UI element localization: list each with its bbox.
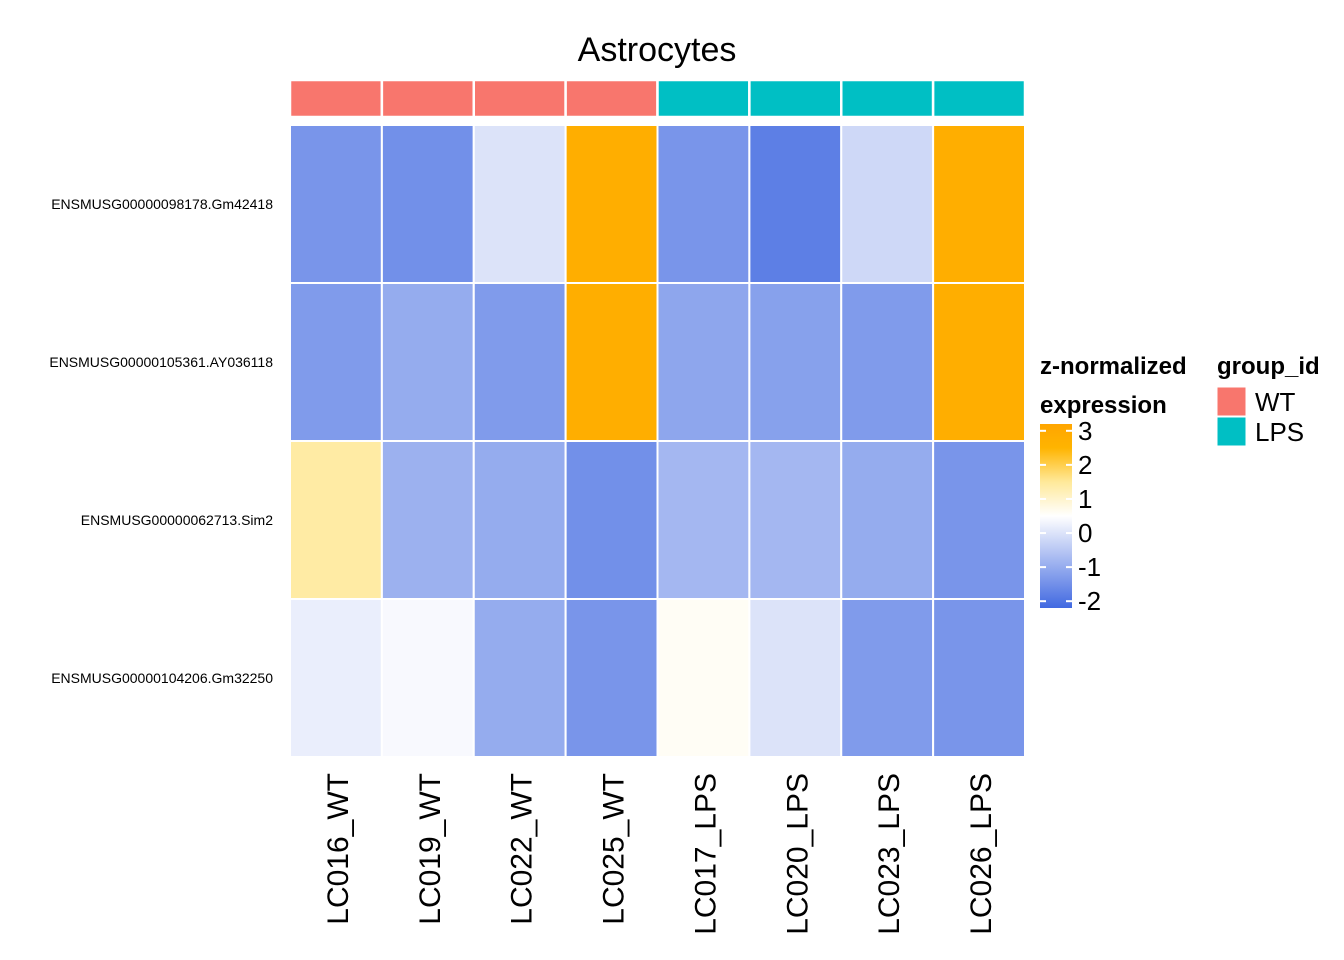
group-annotation-bar <box>288 78 1027 119</box>
z-legend-colorbar <box>1040 424 1072 608</box>
heatmap-cell <box>748 598 843 758</box>
group-legend-label: WT <box>1255 387 1296 417</box>
heatmap-cell <box>380 598 475 758</box>
heatmap-cell <box>380 124 475 284</box>
group-annotation-cell <box>840 78 935 119</box>
heatmap-cell <box>564 124 659 284</box>
row-labels: ENSMUSG00000098178.Gm42418 ENSMUSG0000010… <box>49 196 273 686</box>
heatmap-cell <box>656 598 751 758</box>
z-legend-tick-label: -2 <box>1078 586 1101 616</box>
heatmap-cell <box>472 440 567 600</box>
group-annotation-cell <box>748 78 843 119</box>
row-label: ENSMUSG00000105361.AY036118 <box>49 354 273 370</box>
heatmap-cell <box>472 282 567 442</box>
heatmap-cell <box>840 440 935 600</box>
heatmap-cell <box>840 282 935 442</box>
group-annotation-cell <box>564 78 659 119</box>
column-label: LC023_LPS <box>873 773 906 935</box>
heatmap-cell <box>748 440 843 600</box>
z-legend-title-line1: z-normalized <box>1040 353 1187 380</box>
group-annotation-cell <box>288 78 384 119</box>
heatmap-cell <box>380 440 475 600</box>
heatmap-cell <box>564 282 659 442</box>
row-label: ENSMUSG00000098178.Gm42418 <box>51 196 273 212</box>
heatmap-cell <box>472 124 567 284</box>
column-labels: LC016_WT LC019_WT LC022_WT LC025_WT LC017_LP… <box>322 773 998 935</box>
z-score-legend: z-normalized expression 3 2 1 0 -1 -2 <box>1040 353 1187 616</box>
heatmap-cell <box>748 124 843 284</box>
heatmap-cell <box>289 598 383 758</box>
column-label: LC020_LPS <box>781 773 814 935</box>
group-legend-swatch <box>1216 416 1247 447</box>
group-annotation-cell <box>931 78 1027 119</box>
group-annotation-cell <box>380 78 475 119</box>
heatmap-cell <box>748 282 843 442</box>
z-legend-tick-label: 1 <box>1078 484 1092 514</box>
heatmap-cell <box>564 440 659 600</box>
column-label: LC025_WT <box>598 773 631 925</box>
group-annotation-cell <box>472 78 567 119</box>
heatmap-cell <box>289 124 383 284</box>
column-label: LC022_WT <box>506 773 539 925</box>
row-label: ENSMUSG00000062713.Sim2 <box>81 512 273 528</box>
heatmap-cell <box>656 124 751 284</box>
row-label: ENSMUSG00000104206.Gm32250 <box>51 670 273 686</box>
heatmap-cell <box>380 282 475 442</box>
heatmap-cell <box>472 598 567 758</box>
heatmap-cells <box>289 124 1026 758</box>
column-label: LC019_WT <box>414 773 447 925</box>
heatmap-cell <box>840 124 935 284</box>
group-legend-title: group_id <box>1217 353 1320 380</box>
z-legend-tick-label: 2 <box>1078 450 1092 480</box>
column-label: LC026_LPS <box>965 773 998 935</box>
heatmap-cell <box>932 282 1026 442</box>
group-annotation-cell <box>656 78 751 119</box>
heatmap-cell <box>656 440 751 600</box>
heatmap-cell <box>289 282 383 442</box>
z-legend-title-line2: expression <box>1040 392 1167 419</box>
column-label: LC016_WT <box>322 773 355 925</box>
group-legend-label: LPS <box>1255 417 1304 447</box>
z-legend-tick-label: -1 <box>1078 552 1101 582</box>
heatmap-cell <box>564 598 659 758</box>
heatmap-cell <box>932 598 1026 758</box>
z-legend-tick-label: 3 <box>1078 416 1092 446</box>
chart-title: Astrocytes <box>578 31 737 69</box>
column-label: LC017_LPS <box>689 773 722 935</box>
group-legend-swatch <box>1216 386 1247 417</box>
heatmap-cell <box>289 440 383 600</box>
heatmap-cell <box>656 282 751 442</box>
heatmap-cell <box>932 440 1026 600</box>
z-legend-tick-label: 0 <box>1078 518 1092 548</box>
heatmap-cell <box>840 598 935 758</box>
heatmap-cell <box>932 124 1026 284</box>
